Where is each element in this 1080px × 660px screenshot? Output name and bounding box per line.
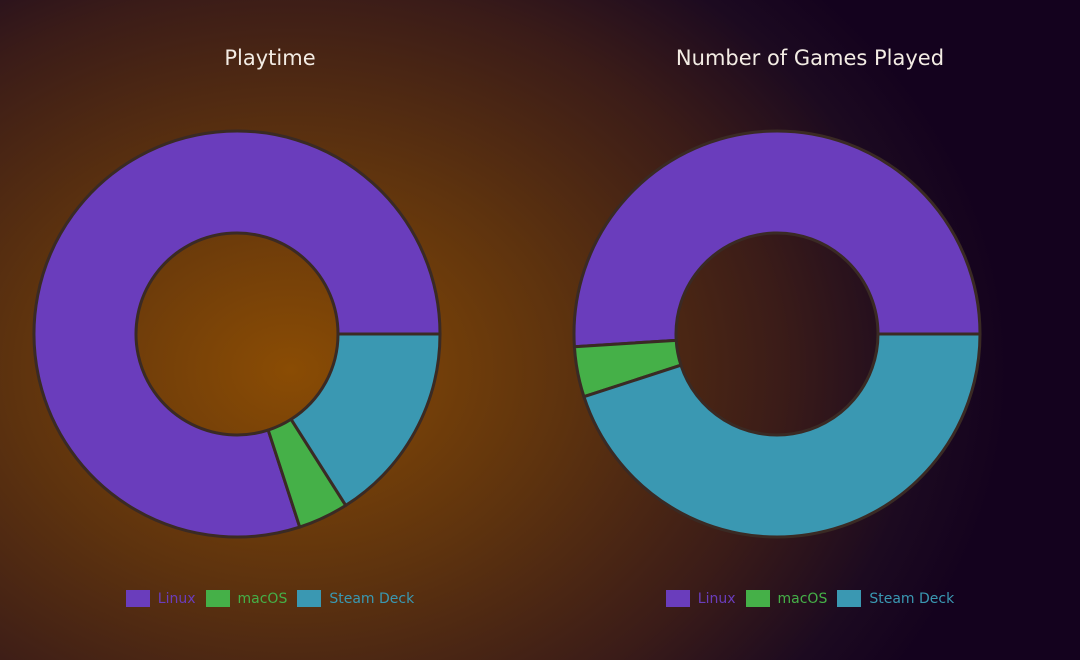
- slice-linux[interactable]: [572, 129, 982, 349]
- slice-macos[interactable]: [266, 417, 348, 529]
- legend-label: macOS: [237, 590, 288, 607]
- legend-swatch: [837, 590, 862, 607]
- legend-label: Linux: [157, 590, 196, 607]
- legend-swatch: [205, 590, 230, 607]
- chart-legend: Linux macOS Steam Deck: [0, 590, 540, 607]
- chart-title: Playtime: [224, 46, 316, 70]
- slice-macos[interactable]: [572, 338, 683, 399]
- legend-swatch: [665, 590, 690, 607]
- games-played-chart: Number of Games Played Linux macOS Steam…: [540, 0, 1080, 660]
- playtime-donut: [32, 129, 442, 539]
- slice-linux[interactable]: [32, 129, 442, 539]
- legend-label: Linux: [697, 590, 736, 607]
- legend-swatch: [297, 590, 322, 607]
- legend-swatch: [745, 590, 770, 607]
- games-played-donut: [572, 129, 982, 539]
- slice-steam-deck[interactable]: [582, 332, 982, 539]
- legend-swatch: [125, 590, 150, 607]
- legend-item-macos[interactable]: macOS: [745, 590, 828, 607]
- legend-label: Steam Deck: [329, 590, 415, 607]
- legend-item-steam-deck[interactable]: Steam Deck: [837, 590, 954, 607]
- chart-title: Number of Games Played: [675, 46, 945, 70]
- legend-item-linux[interactable]: Linux: [665, 590, 736, 607]
- legend-item-macos[interactable]: macOS: [205, 590, 288, 607]
- chart-legend: Linux macOS Steam Deck: [540, 590, 1080, 607]
- playtime-chart: Playtime Linux macOS Steam Deck: [0, 46, 540, 607]
- slice-steam-deck[interactable]: [289, 332, 442, 507]
- legend-label: Steam Deck: [869, 590, 955, 607]
- legend-item-linux[interactable]: Linux: [125, 590, 196, 607]
- legend-label: macOS: [777, 590, 828, 607]
- legend-item-steam-deck[interactable]: Steam Deck: [297, 590, 414, 607]
